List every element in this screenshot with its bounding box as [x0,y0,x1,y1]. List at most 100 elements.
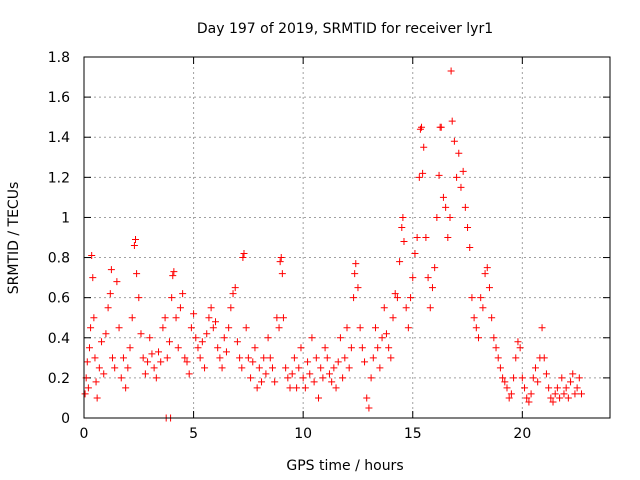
data-point [255,364,263,372]
data-point [437,123,445,131]
data-point [117,374,125,382]
data-point [472,324,480,332]
data-point [88,252,96,260]
data-point [396,258,404,266]
data-point [426,304,434,312]
data-point [132,236,140,244]
data-point [126,344,134,352]
data-point [312,354,320,362]
y-axis-label: SRMTID / TECUs [6,182,22,295]
data-point [172,314,180,322]
data-point [490,334,498,342]
data-point [163,354,171,362]
data-point [192,334,200,342]
chart-title: Day 197 of 2019, SRMTID for receiver lyr… [197,21,493,37]
data-point [152,374,160,382]
data-point [161,314,169,322]
data-point [529,374,537,382]
data-point [558,374,566,382]
data-point [207,304,215,312]
data-point [304,358,312,366]
data-point [179,290,187,298]
data-point [115,324,123,332]
data-point [133,270,141,278]
data-point [488,314,496,322]
data-point [444,234,452,241]
data-point [376,364,384,372]
y-tick-label: 0.8 [48,251,70,267]
data-point [119,354,127,362]
data-point [547,394,555,402]
data-point [325,370,333,378]
data-point [306,370,314,378]
data-point [253,384,261,392]
data-point [137,330,145,338]
data-point [391,290,399,298]
data-point [424,274,432,282]
data-point [418,123,426,131]
data-point [198,338,206,346]
data-point [461,203,469,211]
data-point [419,169,427,177]
data-point [319,374,327,382]
data-point [510,374,518,382]
data-point [233,338,241,346]
data-point [361,358,369,366]
data-point [122,384,130,392]
data-point [551,390,559,398]
data-point [220,334,228,342]
y-tick-label: 0.6 [48,291,70,307]
data-point [301,384,309,392]
data-point [503,384,511,392]
data-point [266,354,274,362]
data-point [124,364,132,372]
data-point [262,370,270,378]
data-point [229,290,237,298]
data-point [575,374,583,382]
data-point [89,274,97,282]
data-point [297,344,305,352]
data-point [264,334,272,342]
data-point [271,378,279,386]
y-tick-label: 1.2 [48,170,70,186]
data-point [98,338,106,346]
data-point [393,294,401,302]
data-point [496,364,504,372]
data-point [278,270,286,278]
data-point [411,250,419,258]
data-point [336,334,344,342]
data-point [85,344,93,352]
data-point [218,364,226,372]
data-point [128,314,136,322]
data-point [415,173,423,181]
data-point [523,394,531,402]
data-point [404,324,412,332]
data-point [334,358,342,366]
data-point [276,258,284,266]
data-point [413,234,421,241]
data-point [365,404,373,412]
data-point [450,137,458,145]
data-point [308,334,316,342]
grid [84,57,610,418]
data-point [107,266,115,274]
data-point [268,364,276,372]
data-point [106,290,114,298]
data-point [181,354,189,362]
data-point [428,284,436,292]
data-point [442,203,450,211]
data-point [483,264,491,272]
data-point [540,354,548,362]
data-point [168,294,176,302]
data-point [328,378,336,386]
data-point [448,117,456,125]
data-point [439,193,447,201]
data-point [310,378,318,386]
data-point [288,370,296,378]
data-point [323,354,331,362]
data-point [165,338,173,346]
data-point [295,364,303,372]
data-point [146,334,154,342]
data-points [81,67,586,422]
